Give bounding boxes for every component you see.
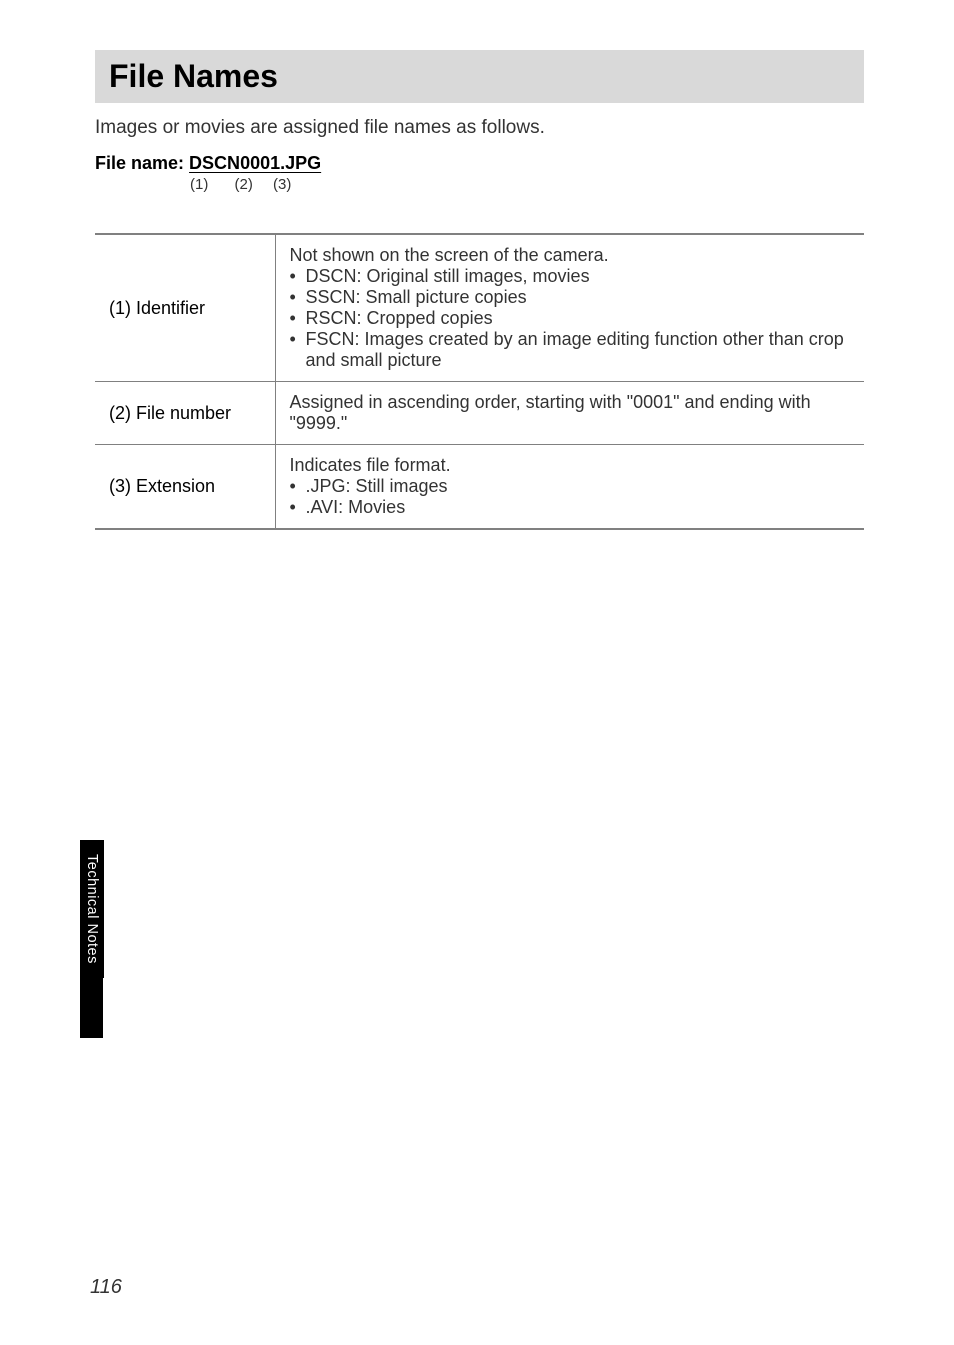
identifier-bullet: DSCN: Original still images, movies <box>290 266 851 287</box>
intro-text: Images or movies are assigned file names… <box>95 117 864 139</box>
side-tab-block <box>80 978 103 1038</box>
identifier-bullet: RSCN: Cropped copies <box>290 308 851 329</box>
table-row: (2) File number Assigned in ascending or… <box>95 382 864 445</box>
row-val-filenumber: Assigned in ascending order, starting wi… <box>275 382 864 445</box>
side-tab-label: Technical Notes <box>80 840 104 978</box>
filename-idx-1: (1) <box>190 176 208 193</box>
extension-bullet: .JPG: Still images <box>290 476 851 497</box>
extension-bullet: .AVI: Movies <box>290 497 851 518</box>
filename-part-number: 0001 <box>240 153 280 173</box>
table-row: (3) Extension Indicates file format. .JP… <box>95 445 864 530</box>
row-key-extension: (3) Extension <box>95 445 275 530</box>
page-number: 116 <box>90 1276 122 1299</box>
row-val-extension: Indicates file format. .JPG: Still image… <box>275 445 864 530</box>
row-key-identifier: (1) Identifier <box>95 234 275 382</box>
identifier-bullet: FSCN: Images created by an image editing… <box>290 329 851 371</box>
filename-idx-2: (2) <box>235 176 253 193</box>
row-val-identifier: Not shown on the screen of the camera. D… <box>275 234 864 382</box>
extension-line: Indicates file format. <box>290 455 851 476</box>
filename-part-identifier: DSCN <box>189 153 240 173</box>
filename-label: File name: <box>95 153 184 173</box>
page-heading: File Names <box>109 58 850 95</box>
filename-indices: (1) (2) (3) <box>190 176 864 193</box>
filename-example: File name: DSCN0001.JPG <box>95 153 864 174</box>
identifier-bullet: SSCN: Small picture copies <box>290 287 851 308</box>
row-key-filenumber: (2) File number <box>95 382 275 445</box>
identifier-line: Not shown on the screen of the camera. <box>290 245 851 266</box>
heading-bar: File Names <box>95 50 864 103</box>
filename-part-extension: .JPG <box>280 153 321 173</box>
filename-idx-3: (3) <box>273 176 291 193</box>
table-row: (1) Identifier Not shown on the screen o… <box>95 234 864 382</box>
file-names-table: (1) Identifier Not shown on the screen o… <box>95 233 864 530</box>
